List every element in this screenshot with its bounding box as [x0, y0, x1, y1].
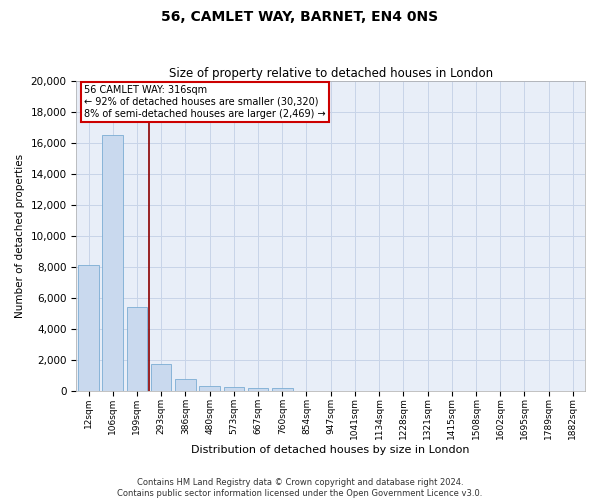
- Bar: [272, 388, 293, 391]
- Bar: [199, 386, 220, 391]
- Bar: [224, 387, 244, 391]
- Bar: [151, 364, 172, 391]
- Bar: [248, 388, 268, 391]
- X-axis label: Distribution of detached houses by size in London: Distribution of detached houses by size …: [191, 445, 470, 455]
- Bar: [103, 135, 123, 391]
- Bar: [78, 266, 99, 391]
- Text: Contains HM Land Registry data © Crown copyright and database right 2024.
Contai: Contains HM Land Registry data © Crown c…: [118, 478, 482, 498]
- Bar: [175, 380, 196, 391]
- Y-axis label: Number of detached properties: Number of detached properties: [15, 154, 25, 318]
- Text: 56, CAMLET WAY, BARNET, EN4 0NS: 56, CAMLET WAY, BARNET, EN4 0NS: [161, 10, 439, 24]
- Title: Size of property relative to detached houses in London: Size of property relative to detached ho…: [169, 66, 493, 80]
- Bar: [127, 308, 147, 391]
- Text: 56 CAMLET WAY: 316sqm
← 92% of detached houses are smaller (30,320)
8% of semi-d: 56 CAMLET WAY: 316sqm ← 92% of detached …: [84, 86, 326, 118]
